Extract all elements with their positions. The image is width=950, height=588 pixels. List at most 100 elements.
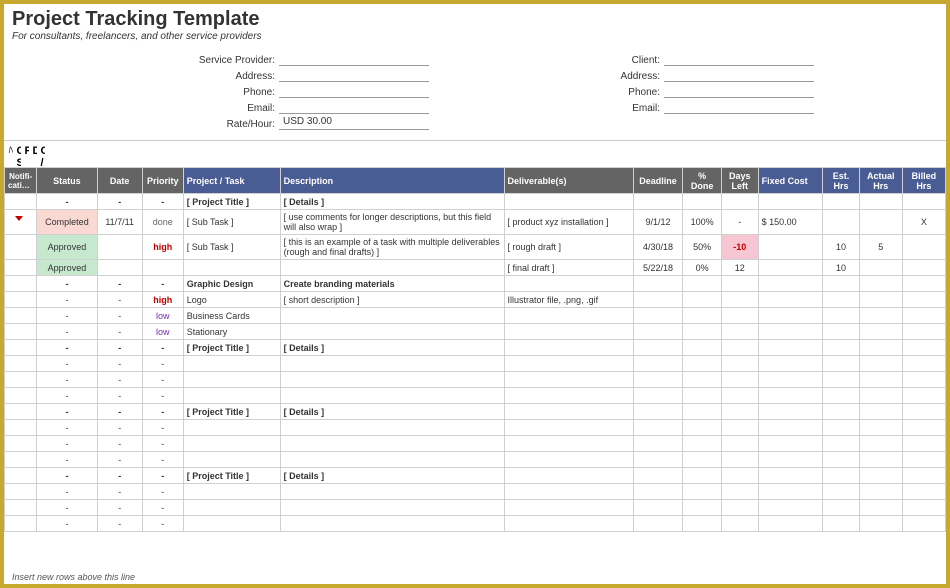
cell-dleft[interactable] bbox=[721, 324, 758, 340]
cell-deadline[interactable] bbox=[633, 356, 683, 372]
cell-status[interactable]: Approved bbox=[37, 235, 97, 260]
cell-act[interactable] bbox=[859, 404, 902, 420]
cell-fixed[interactable] bbox=[758, 436, 823, 452]
cell-dleft[interactable] bbox=[721, 356, 758, 372]
cell-est[interactable] bbox=[823, 210, 860, 235]
table-row[interactable]: --lowStationary bbox=[5, 324, 946, 340]
cell-deliv[interactable] bbox=[504, 308, 633, 324]
cell-billed[interactable] bbox=[902, 436, 945, 452]
cell-date[interactable]: - bbox=[97, 276, 142, 292]
cell-desc[interactable] bbox=[280, 308, 504, 324]
cell-billed[interactable] bbox=[902, 452, 945, 468]
cell-project[interactable] bbox=[183, 260, 280, 276]
cell-est[interactable] bbox=[823, 404, 860, 420]
cell-status[interactable]: Completed bbox=[37, 210, 97, 235]
cell-date[interactable]: - bbox=[97, 404, 142, 420]
cell-fixed[interactable] bbox=[758, 324, 823, 340]
cell-est[interactable] bbox=[823, 388, 860, 404]
table-row[interactable]: ---[ Project Title ][ Details ] bbox=[5, 404, 946, 420]
cell-est[interactable] bbox=[823, 452, 860, 468]
cell-pdone[interactable] bbox=[683, 436, 722, 452]
table-row[interactable]: --- bbox=[5, 420, 946, 436]
table-row[interactable]: --- bbox=[5, 516, 946, 532]
cell-project[interactable] bbox=[183, 484, 280, 500]
cell-pdone[interactable] bbox=[683, 194, 722, 210]
cell-date[interactable]: - bbox=[97, 436, 142, 452]
cell-date[interactable]: - bbox=[97, 324, 142, 340]
cell-dleft[interactable] bbox=[721, 516, 758, 532]
table-row[interactable]: --- bbox=[5, 388, 946, 404]
cell-act[interactable] bbox=[859, 484, 902, 500]
cell-priority[interactable]: high bbox=[142, 292, 183, 308]
cell-est[interactable]: 10 bbox=[823, 260, 860, 276]
cell-desc[interactable] bbox=[280, 452, 504, 468]
cell-deadline[interactable] bbox=[633, 388, 683, 404]
cell-est[interactable] bbox=[823, 516, 860, 532]
cell-date[interactable]: - bbox=[97, 516, 142, 532]
cell-status[interactable]: - bbox=[37, 500, 97, 516]
cell-billed[interactable] bbox=[902, 324, 945, 340]
cell-pdone[interactable] bbox=[683, 468, 722, 484]
cell-deadline[interactable] bbox=[633, 372, 683, 388]
provider-phone-input[interactable] bbox=[279, 84, 429, 98]
client-email-input[interactable] bbox=[664, 100, 814, 114]
cell-status[interactable]: Approved bbox=[37, 260, 97, 276]
cell-notif[interactable] bbox=[5, 516, 37, 532]
cell-deliv[interactable] bbox=[504, 372, 633, 388]
cell-act[interactable] bbox=[859, 210, 902, 235]
cell-date[interactable]: - bbox=[97, 308, 142, 324]
cell-date[interactable]: - bbox=[97, 484, 142, 500]
cell-project[interactable]: Stationary bbox=[183, 324, 280, 340]
cell-status[interactable]: - bbox=[37, 404, 97, 420]
cell-status[interactable]: - bbox=[37, 356, 97, 372]
cell-act[interactable] bbox=[859, 468, 902, 484]
cell-notif[interactable] bbox=[5, 235, 37, 260]
cell-deadline[interactable] bbox=[633, 340, 683, 356]
cell-project[interactable]: Graphic Design bbox=[183, 276, 280, 292]
cell-project[interactable]: [ Project Title ] bbox=[183, 340, 280, 356]
cell-fixed[interactable] bbox=[758, 452, 823, 468]
cell-act[interactable] bbox=[859, 356, 902, 372]
cell-pdone[interactable] bbox=[683, 372, 722, 388]
cell-notif[interactable] bbox=[5, 260, 37, 276]
cell-deliv[interactable] bbox=[504, 484, 633, 500]
cell-fixed[interactable] bbox=[758, 404, 823, 420]
cell-fixed[interactable] bbox=[758, 276, 823, 292]
cell-date[interactable] bbox=[97, 235, 142, 260]
cell-date[interactable]: - bbox=[97, 420, 142, 436]
cell-fixed[interactable] bbox=[758, 420, 823, 436]
cell-pdone[interactable] bbox=[683, 308, 722, 324]
cell-project[interactable]: [ Sub Task ] bbox=[183, 235, 280, 260]
cell-notif[interactable] bbox=[5, 388, 37, 404]
cell-notif[interactable] bbox=[5, 468, 37, 484]
cell-est[interactable] bbox=[823, 420, 860, 436]
table-row[interactable]: --- bbox=[5, 356, 946, 372]
cell-notif[interactable] bbox=[5, 340, 37, 356]
cell-desc[interactable] bbox=[280, 324, 504, 340]
cell-est[interactable] bbox=[823, 194, 860, 210]
cell-desc[interactable] bbox=[280, 500, 504, 516]
cell-project[interactable]: Logo bbox=[183, 292, 280, 308]
table-row[interactable]: ---[ Project Title ][ Details ] bbox=[5, 468, 946, 484]
cell-act[interactable] bbox=[859, 194, 902, 210]
cell-date[interactable]: - bbox=[97, 388, 142, 404]
cell-act[interactable] bbox=[859, 372, 902, 388]
cell-deliv[interactable] bbox=[504, 276, 633, 292]
cell-status[interactable]: - bbox=[37, 484, 97, 500]
cell-priority[interactable]: - bbox=[142, 436, 183, 452]
cell-desc[interactable]: [ Details ] bbox=[280, 340, 504, 356]
cell-deadline[interactable] bbox=[633, 194, 683, 210]
cell-priority[interactable]: - bbox=[142, 194, 183, 210]
cell-desc[interactable] bbox=[280, 516, 504, 532]
cell-priority[interactable]: - bbox=[142, 452, 183, 468]
cell-notif[interactable] bbox=[5, 276, 37, 292]
cell-notif[interactable] bbox=[5, 292, 37, 308]
cell-act[interactable] bbox=[859, 388, 902, 404]
cell-est[interactable] bbox=[823, 372, 860, 388]
cell-desc[interactable] bbox=[280, 436, 504, 452]
cell-fixed[interactable] bbox=[758, 388, 823, 404]
cell-project[interactable]: [ Sub Task ] bbox=[183, 210, 280, 235]
cell-fixed[interactable]: $ 150.00 bbox=[758, 210, 823, 235]
table-row[interactable]: Approvedhigh[ Sub Task ][ this is an exa… bbox=[5, 235, 946, 260]
cell-date[interactable]: 11/7/11 bbox=[97, 210, 142, 235]
